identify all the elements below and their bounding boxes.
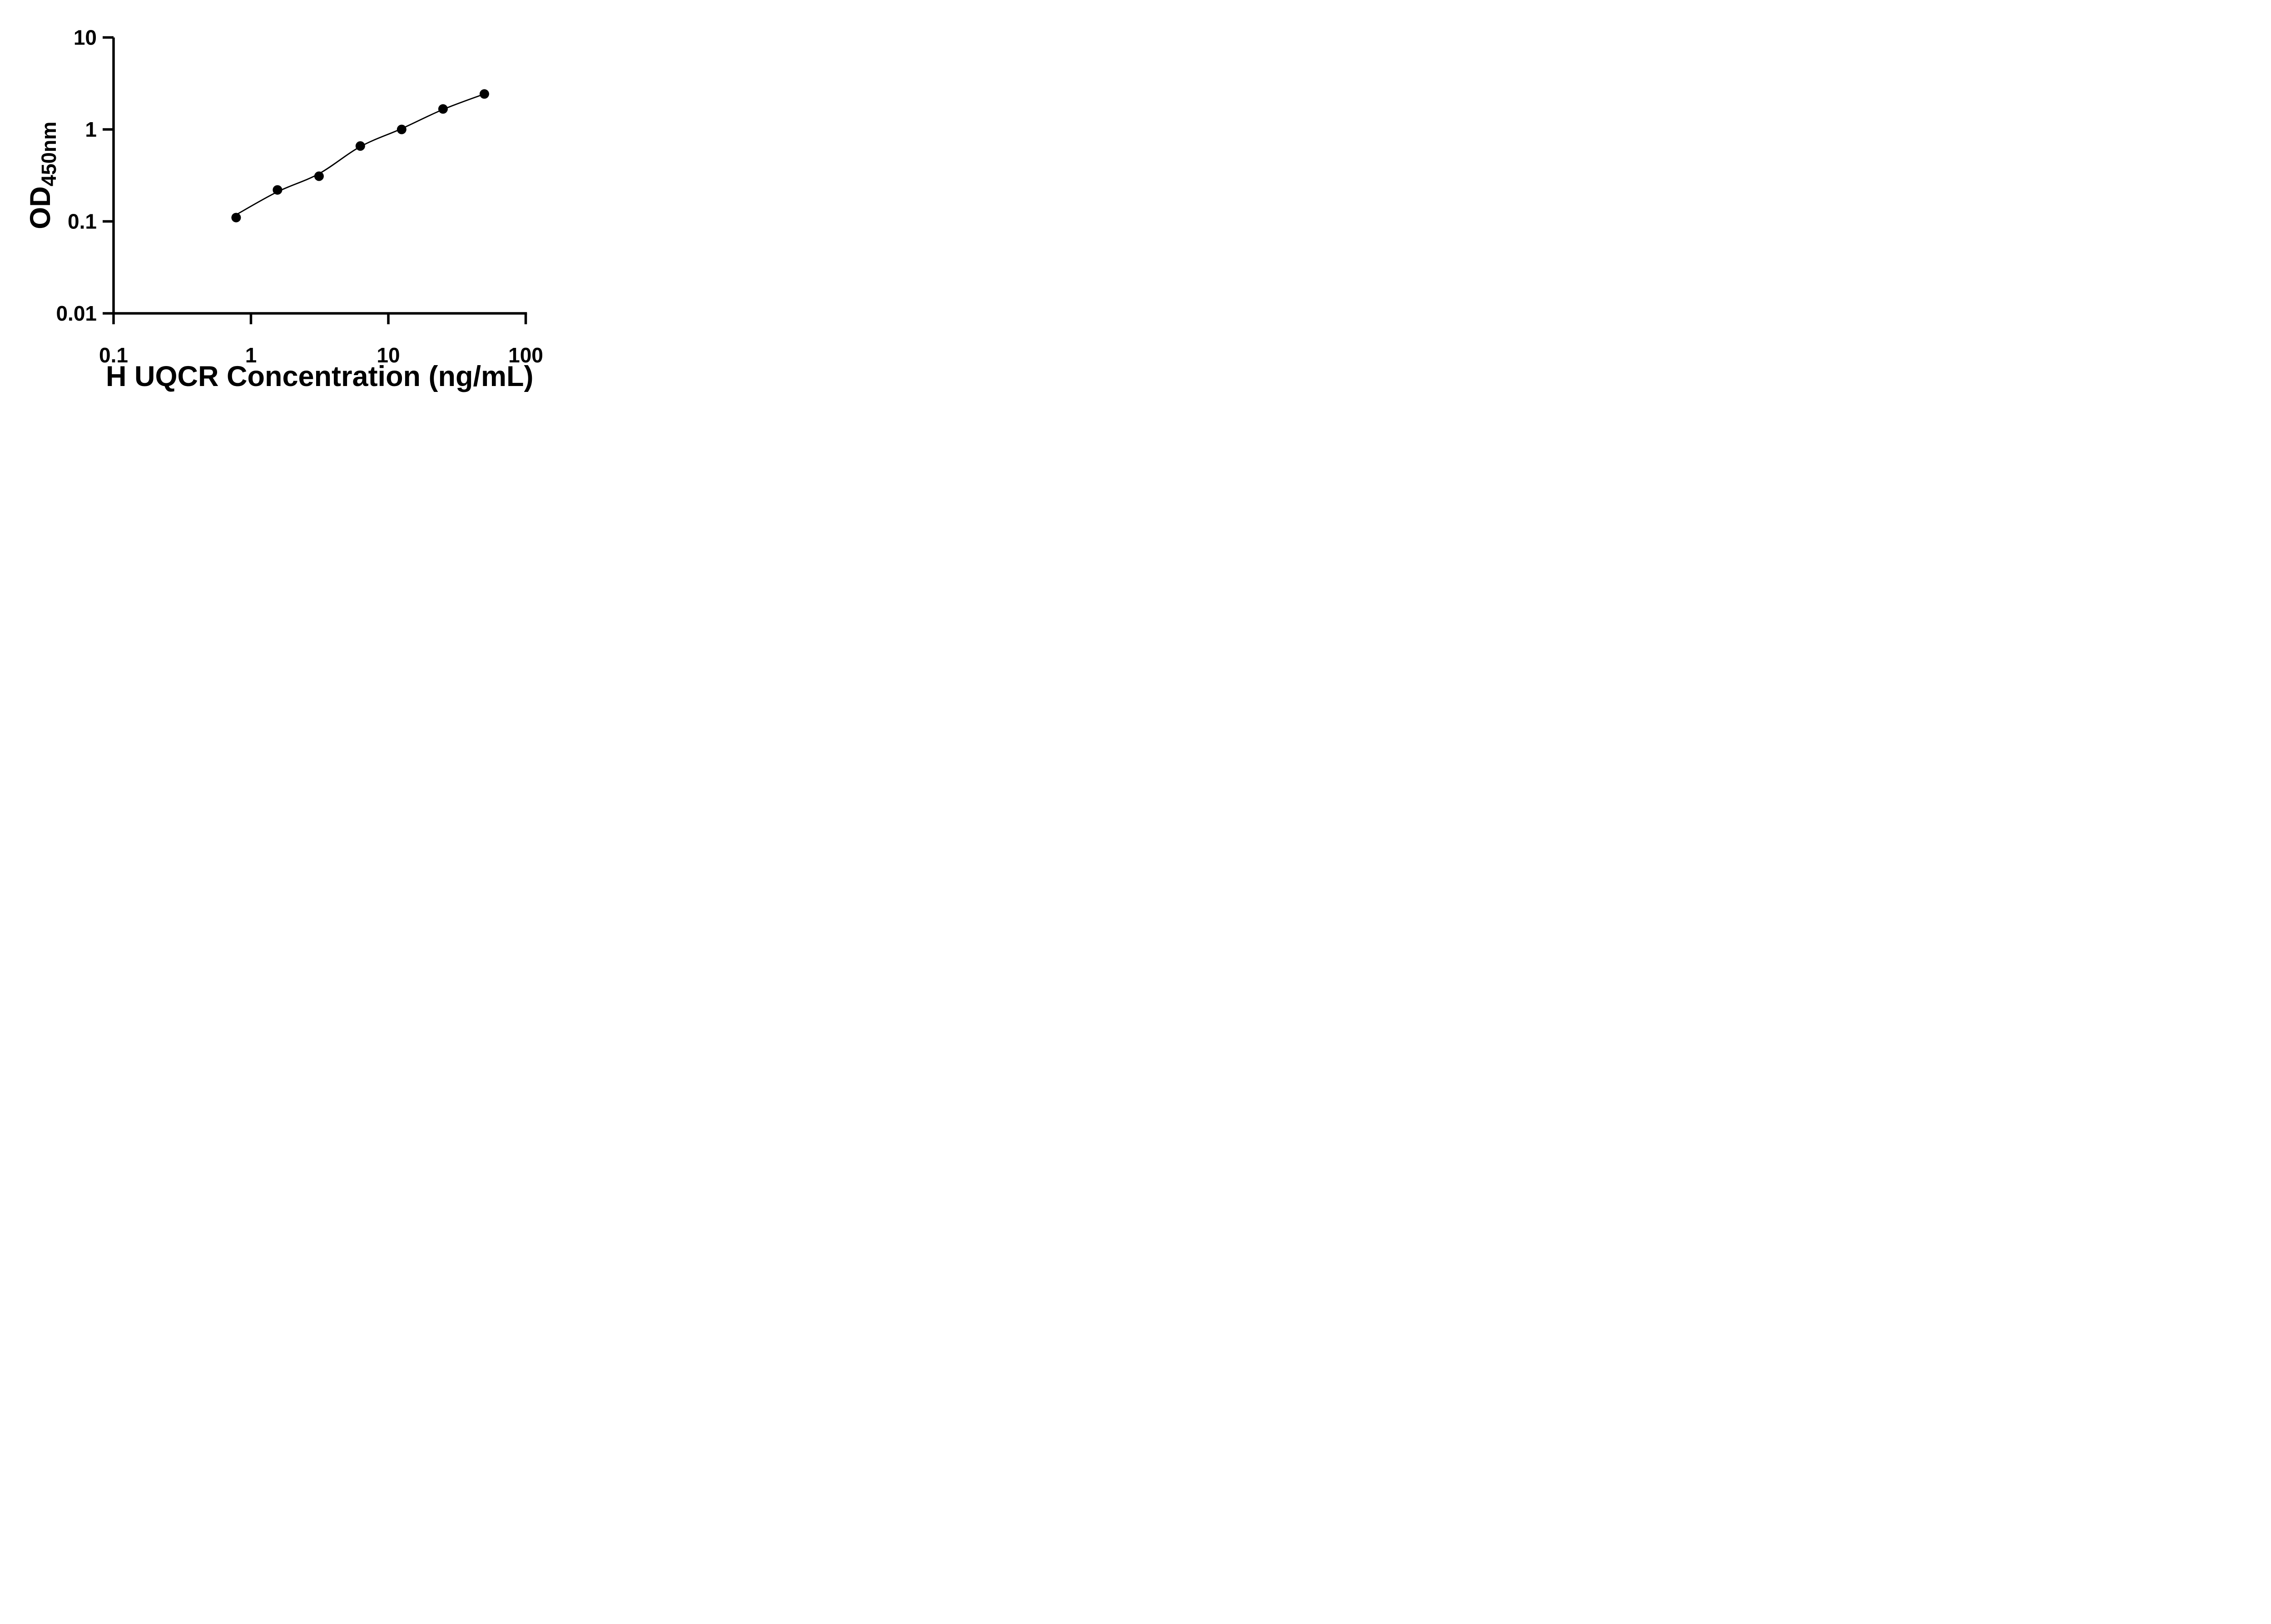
- y-axis-title: OD450nm: [25, 122, 60, 229]
- y-tick-label: 0.1: [68, 210, 97, 233]
- elisa-standard-curve-figure: 10 1 0.1 0.01 0.1 1 10 100 H UQCR Concentration …: [0, 0, 587, 406]
- x-tick-label: 100: [508, 343, 543, 367]
- x-tick-label: 1: [245, 343, 257, 367]
- x-axis-title: H UQCR Concentration (ng/mL): [106, 361, 533, 392]
- y-tick-label: 10: [74, 26, 97, 50]
- data-point: [273, 185, 283, 195]
- x-tick-label: 0.1: [99, 343, 128, 367]
- fit-curve: [235, 93, 485, 216]
- data-point: [231, 213, 241, 223]
- data-point: [314, 171, 324, 181]
- data-point: [397, 124, 407, 134]
- data-point: [355, 141, 365, 151]
- data-point: [479, 89, 489, 99]
- data-point: [438, 104, 448, 114]
- x-tick-label: 10: [377, 343, 400, 367]
- y-tick-label: 1: [85, 118, 97, 141]
- y-tick-label: 0.01: [56, 302, 97, 325]
- y-axis-title-subscript: 450nm: [37, 122, 60, 187]
- y-axis-title-main: OD: [25, 186, 56, 229]
